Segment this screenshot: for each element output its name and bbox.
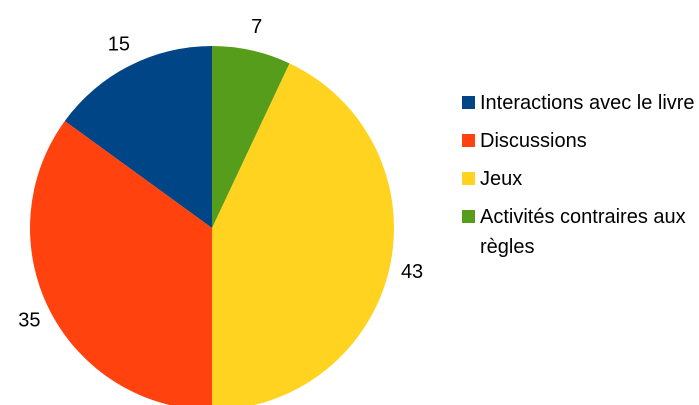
pie-slice [30, 121, 212, 405]
pie-slice [64, 46, 212, 228]
legend-item: Activités contraires aux règles [460, 202, 696, 262]
pie-slice [212, 63, 394, 405]
pie-slice [212, 46, 290, 228]
legend-label: Discussions [480, 130, 587, 152]
legend: Interactions avec le livre Discussions Jeu… [460, 88, 696, 270]
legend-item: Discussions [460, 126, 696, 156]
legend-swatch [462, 210, 475, 223]
legend-swatch [462, 134, 475, 147]
legend-item: Interactions avec le livre [460, 88, 696, 118]
legend-item: Jeux [460, 164, 696, 194]
legend-swatch [462, 172, 475, 185]
data-label: 35 [18, 309, 40, 331]
legend-label: Jeux [480, 168, 523, 190]
legend-label: Activités contraires aux règles [480, 206, 686, 258]
data-label: 15 [108, 34, 130, 56]
data-label: 43 [401, 261, 423, 283]
data-label: 7 [251, 16, 262, 38]
legend-swatch [462, 96, 475, 109]
legend-label: Interactions avec le livre [480, 92, 695, 114]
